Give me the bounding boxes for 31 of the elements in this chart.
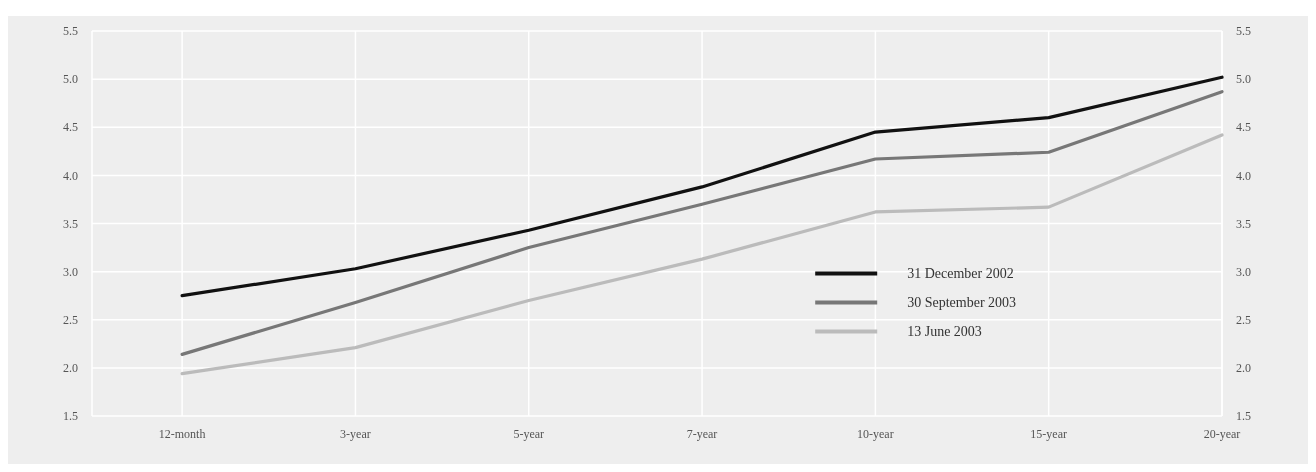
x-tick-label: 3-year [340, 427, 371, 441]
y-tick-label: 1.5 [63, 409, 78, 424]
y2-tick-label: 3.5 [1236, 216, 1251, 231]
y2-tick-label: 2.0 [1236, 361, 1251, 376]
y2-tick-label: 3.0 [1236, 264, 1251, 279]
x-tick-label: 20-year [1203, 427, 1241, 441]
y-tick-label: 2.0 [63, 361, 78, 376]
y-tick-label: 3.5 [63, 216, 78, 231]
y2-tick-label: 1.5 [1236, 409, 1251, 424]
y2-tick-label: 5.5 [1236, 24, 1251, 39]
legend-label: 30 September 2003 [907, 295, 1017, 311]
y-tick-label: 4.5 [63, 120, 78, 135]
y2-tick-label: 5.0 [1236, 72, 1251, 87]
legend-label: 31 December 2002 [907, 266, 1014, 282]
y-tick-label: 3.0 [63, 264, 78, 279]
y-tick-label: 2.5 [63, 312, 78, 327]
x-tick-label: 10-year [857, 427, 894, 441]
y2-tick-label: 4.0 [1236, 168, 1251, 183]
legend-label: 13 June 2003 [907, 324, 982, 340]
line-series [180, 133, 1224, 376]
y-tick-label: 4.0 [63, 168, 78, 183]
line-series [180, 90, 1224, 356]
y-tick-label: 5.5 [63, 24, 78, 39]
y2-tick-label: 2.5 [1236, 312, 1251, 327]
y-tick-label: 5.0 [63, 72, 78, 87]
line-series [180, 75, 1224, 298]
y2-tick-label: 4.5 [1236, 120, 1251, 135]
x-tick-label: 7-year [686, 427, 718, 441]
x-tick-label: 12-month [158, 427, 206, 441]
x-tick-label: 15-year [1030, 427, 1068, 441]
x-tick-label: 5-year [513, 427, 545, 441]
